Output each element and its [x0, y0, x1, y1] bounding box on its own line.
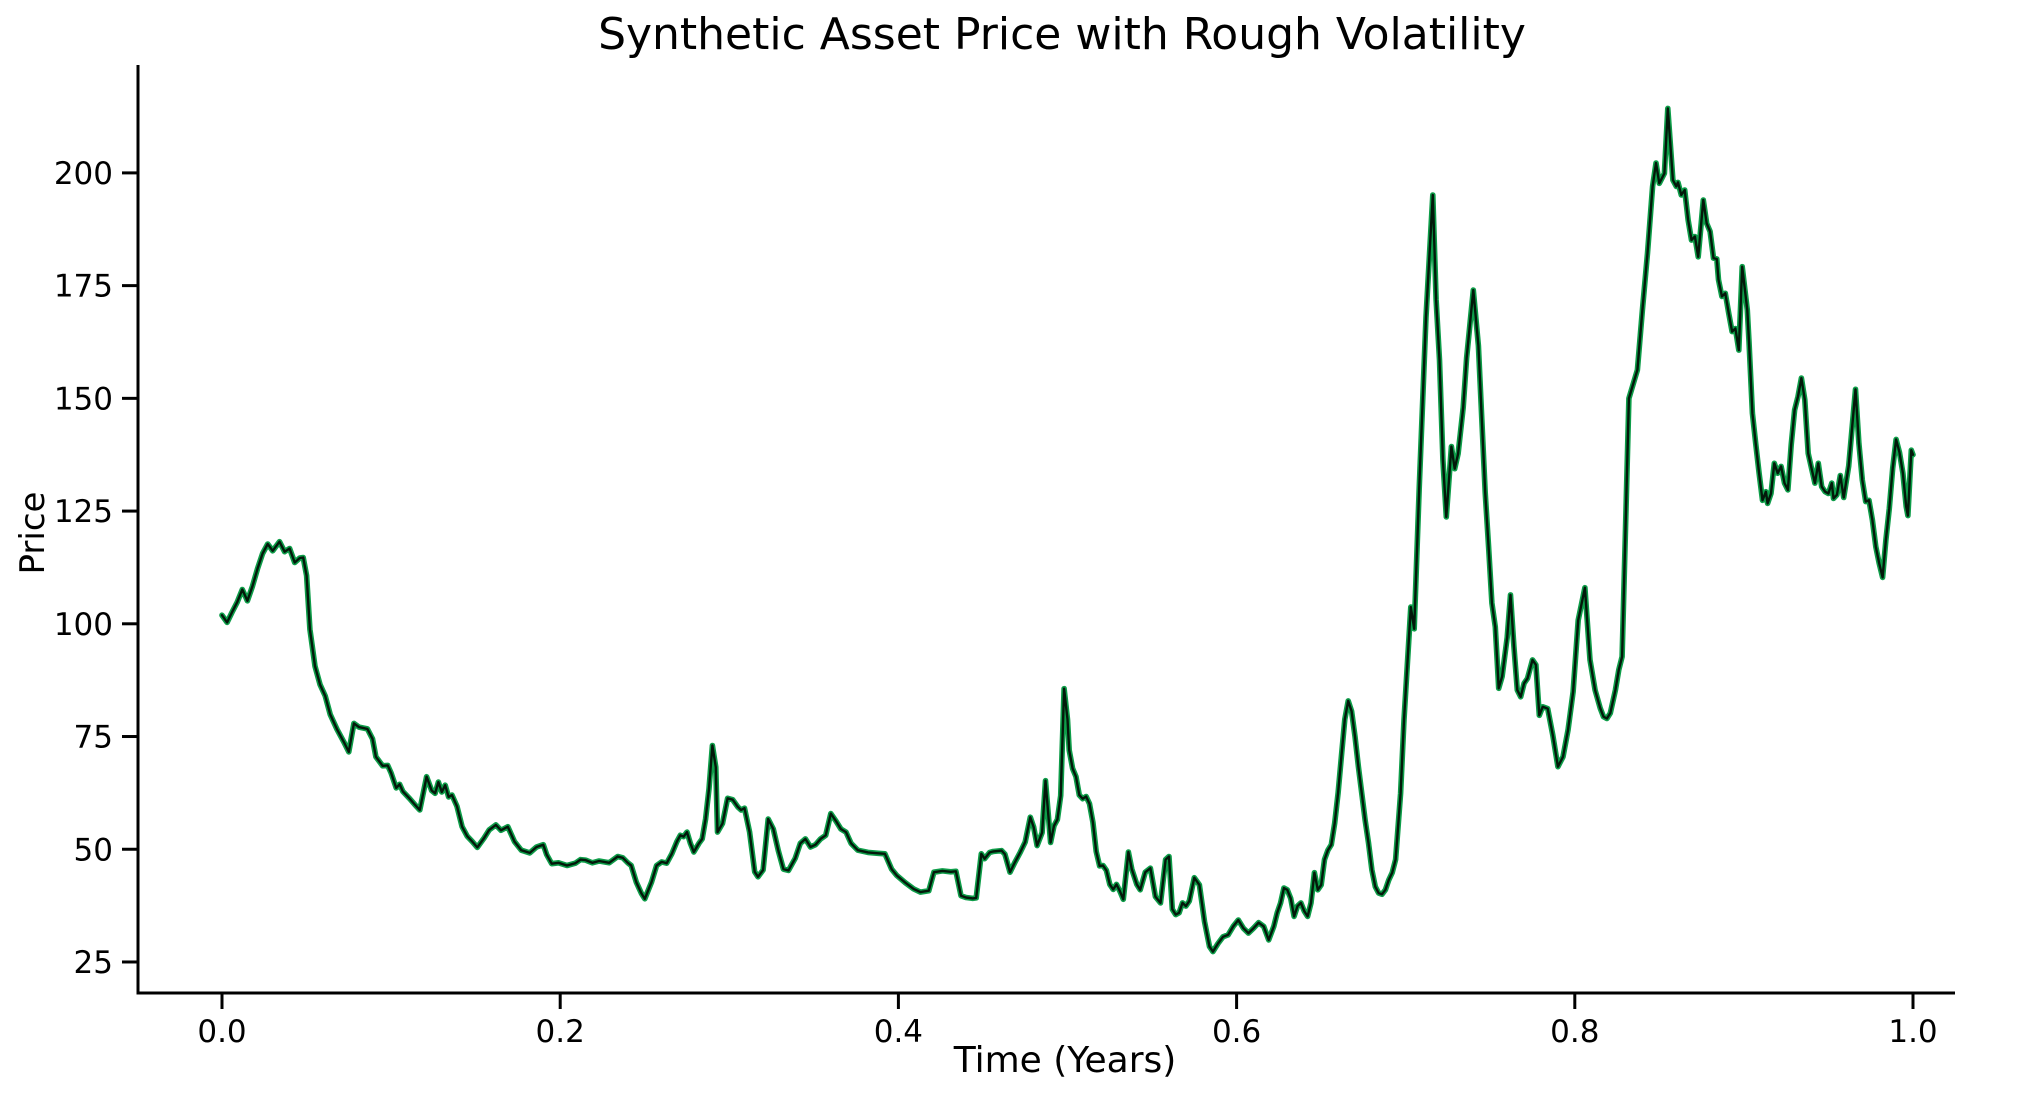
y-tick-label: 150	[54, 381, 113, 417]
x-tick-label: 1.0	[1888, 1014, 1937, 1050]
x-tick-label: 0.4	[874, 1014, 923, 1050]
y-tick-label: 125	[54, 494, 113, 530]
chart-title: Synthetic Asset Price with Rough Volatil…	[598, 9, 1526, 60]
y-tick-label: 175	[54, 269, 113, 305]
x-tick-label: 0.2	[536, 1014, 585, 1050]
y-tick-label: 25	[74, 945, 113, 981]
axes: 25 50 75 100 125 150 175 200 0.0 0.2 0.4 0.6 0.8 1.0	[54, 65, 1955, 1050]
y-tick-label: 200	[54, 156, 113, 192]
x-tick-label: 0.8	[1550, 1014, 1599, 1050]
y-tick-label: 75	[74, 720, 113, 756]
x-tick-label: 0.0	[197, 1014, 246, 1050]
price-series	[219, 105, 1916, 955]
x-tick-label: 0.6	[1212, 1014, 1261, 1050]
x-axis-label: Time (Years)	[953, 1040, 1177, 1081]
y-axis-label: Price	[13, 492, 53, 575]
price-line	[220, 107, 1915, 953]
y-tick-label: 50	[74, 832, 113, 868]
price-line-halo	[219, 105, 1916, 955]
y-tick-label: 100	[54, 607, 113, 643]
